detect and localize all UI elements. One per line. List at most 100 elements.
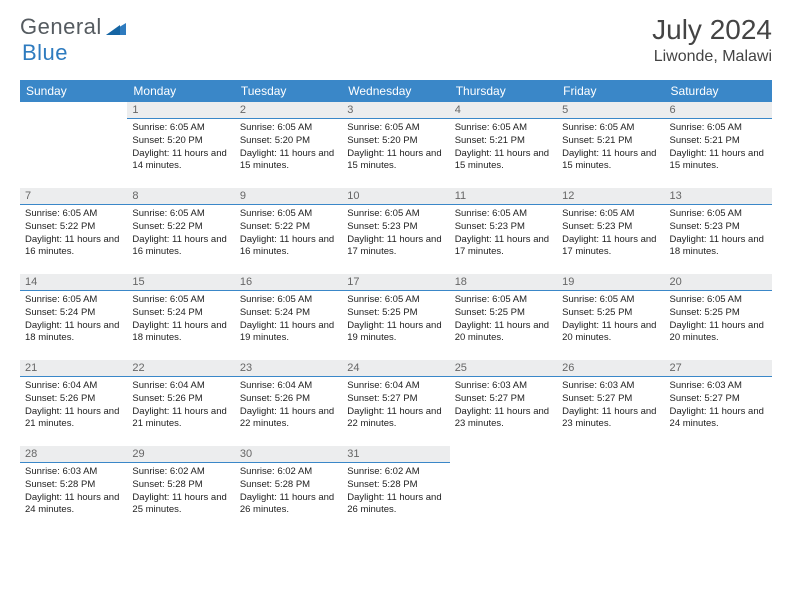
day-number: 7 [20, 188, 127, 205]
logo: General [20, 14, 128, 40]
calendar-cell: 9Sunrise: 6:05 AMSunset: 5:22 PMDaylight… [235, 188, 342, 274]
sunrise-line: Sunrise: 6:05 AM [240, 122, 312, 133]
day-number: 30 [235, 446, 342, 463]
sunrise-line: Sunrise: 6:05 AM [25, 294, 97, 305]
calendar-cell: 18Sunrise: 6:05 AMSunset: 5:25 PMDayligh… [450, 274, 557, 360]
calendar-cell [450, 446, 557, 532]
daylight-line: Daylight: 11 hours and 20 minutes. [455, 320, 549, 344]
sunrise-line: Sunrise: 6:03 AM [25, 466, 97, 477]
calendar-header-row: SundayMondayTuesdayWednesdayThursdayFrid… [20, 80, 772, 102]
day-header: Tuesday [235, 80, 342, 102]
calendar-cell: 11Sunrise: 6:05 AMSunset: 5:23 PMDayligh… [450, 188, 557, 274]
day-number: 13 [665, 188, 772, 205]
day-details: Sunrise: 6:02 AM Sunset: 5:28 PM Daylight:… [127, 463, 234, 520]
day-details: Sunrise: 6:03 AMSunset: 5:27 PMDaylight:… [665, 377, 772, 434]
daylight-line: Daylight: 11 hours and 23 minutes. [562, 406, 656, 430]
calendar-cell: 1Sunrise: 6:05 AMSunset: 5:20 PMDaylight… [127, 102, 234, 188]
sunset-line: Sunset: 5:23 PM [347, 221, 417, 232]
daylight-line: Daylight: 11 hours and 24 minutes. [25, 492, 119, 516]
day-number: 31 [342, 446, 449, 463]
sunrise-line: Sunrise: 6:05 AM [240, 294, 312, 305]
day-details: Sunrise: 6:05 AM Sunset: 5:24 PM Daylight:… [127, 291, 234, 348]
day-details: Sunrise: 6:05 AMSunset: 5:25 PMDaylight:… [342, 291, 449, 348]
sunset-line: Sunset: 5:27 PM [347, 393, 417, 404]
sunset-line: Sunset: 5:20 PM [240, 135, 310, 146]
day-number: 23 [235, 360, 342, 377]
sunrise-line: Sunrise: 6:05 AM [25, 208, 97, 219]
daylight-line: Daylight: 11 hours and 19 minutes. [240, 320, 334, 344]
daylight-line: Daylight: 11 hours and 20 minutes. [670, 320, 764, 344]
sunset-line: Sunset: 5:25 PM [455, 307, 525, 318]
sunset-line: Sunset: 5:23 PM [455, 221, 525, 232]
day-number: 19 [557, 274, 664, 291]
sunrise-line: Sunrise: 6:05 AM [455, 208, 527, 219]
sunset-line: Sunset: 5:26 PM [132, 393, 202, 404]
daylight-line: Daylight: 11 hours and 25 minutes. [132, 492, 226, 516]
calendar-cell: 15 Sunrise: 6:05 AM Sunset: 5:24 PM Dayligh… [127, 274, 234, 360]
calendar-cell: 19Sunrise: 6:05 AMSunset: 5:25 PMDayligh… [557, 274, 664, 360]
day-number: 9 [235, 188, 342, 205]
sunset-line: Sunset: 5:28 PM [347, 479, 417, 490]
day-details: Sunrise: 6:05 AMSunset: 5:20 PMDaylight:… [127, 119, 234, 176]
day-details: Sunrise: 6:03 AM Sunset: 5:28 PM Daylight:… [20, 463, 127, 520]
logo-triangle-icon [106, 19, 126, 35]
sunset-line: Sunset: 5:24 PM [25, 307, 95, 318]
calendar-cell: 31Sunrise: 6:02 AMSunset: 5:28 PMDayligh… [342, 446, 449, 532]
sunset-line: Sunset: 5:24 PM [132, 307, 202, 318]
day-number: 18 [450, 274, 557, 291]
daylight-line: Daylight: 11 hours and 23 minutes. [455, 406, 549, 430]
calendar-cell: 22Sunrise: 6:04 AMSunset: 5:26 PMDayligh… [127, 360, 234, 446]
calendar-cell: 16Sunrise: 6:05 AMSunset: 5:24 PMDayligh… [235, 274, 342, 360]
day-details: Sunrise: 6:05 AMSunset: 5:25 PMDaylight:… [450, 291, 557, 348]
daylight-line: Daylight: 11 hours and 18 minutes. [132, 320, 226, 344]
calendar-cell: 8Sunrise: 6:05 AMSunset: 5:22 PMDaylight… [127, 188, 234, 274]
calendar-cell: 4Sunrise: 6:05 AMSunset: 5:21 PMDaylight… [450, 102, 557, 188]
sunset-line: Sunset: 5:22 PM [132, 221, 202, 232]
sunset-line: Sunset: 5:22 PM [25, 221, 95, 232]
daylight-line: Daylight: 11 hours and 16 minutes. [132, 234, 226, 258]
day-number: 20 [665, 274, 772, 291]
sunset-line: Sunset: 5:28 PM [25, 479, 95, 490]
day-details: Sunrise: 6:05 AMSunset: 5:23 PMDaylight:… [665, 205, 772, 262]
calendar-body: 1Sunrise: 6:05 AMSunset: 5:20 PMDaylight… [20, 102, 772, 532]
sunrise-line: Sunrise: 6:03 AM [455, 380, 527, 391]
calendar-row: 14Sunrise: 6:05 AMSunset: 5:24 PMDayligh… [20, 274, 772, 360]
sunrise-line: Sunrise: 6:05 AM [347, 294, 419, 305]
day-details: Sunrise: 6:05 AMSunset: 5:20 PMDaylight:… [235, 119, 342, 176]
sunrise-line: Sunrise: 6:05 AM [670, 122, 742, 133]
sunrise-line: Sunrise: 6:05 AM [562, 122, 634, 133]
sunset-line: Sunset: 5:28 PM [132, 479, 202, 490]
day-details: Sunrise: 6:03 AMSunset: 5:27 PMDaylight:… [450, 377, 557, 434]
daylight-line: Daylight: 11 hours and 15 minutes. [670, 148, 764, 172]
sunrise-line: Sunrise: 6:02 AM [347, 466, 419, 477]
sunrise-line: Sunrise: 6:05 AM [347, 208, 419, 219]
daylight-line: Daylight: 11 hours and 19 minutes. [347, 320, 441, 344]
day-number: 15 [127, 274, 234, 291]
sunset-line: Sunset: 5:28 PM [240, 479, 310, 490]
day-number: 12 [557, 188, 664, 205]
sunset-line: Sunset: 5:25 PM [670, 307, 740, 318]
day-details: Sunrise: 6:05 AM Sunset: 5:22 PM Daylight:… [127, 205, 234, 262]
calendar-row: 7 Sunrise: 6:05 AM Sunset: 5:22 PM Daylight… [20, 188, 772, 274]
sunset-line: Sunset: 5:21 PM [455, 135, 525, 146]
sunset-line: Sunset: 5:26 PM [25, 393, 95, 404]
day-details: Sunrise: 6:04 AMSunset: 5:26 PMDaylight:… [20, 377, 127, 434]
calendar-cell: 26Sunrise: 6:03 AMSunset: 5:27 PMDayligh… [557, 360, 664, 446]
sunrise-line: Sunrise: 6:02 AM [132, 466, 204, 477]
calendar-cell: 29Sunrise: 6:02 AMSunset: 5:28 PMDayligh… [127, 446, 234, 532]
sunrise-line: Sunrise: 6:05 AM [132, 208, 204, 219]
calendar-cell: 7Sunrise: 6:05 AMSunset: 5:22 PMDaylight… [20, 188, 127, 274]
sunrise-line: Sunrise: 6:05 AM [670, 294, 742, 305]
day-details: Sunrise: 6:03 AMSunset: 5:27 PMDaylight:… [557, 377, 664, 434]
calendar-cell: 13Sunrise: 6:05 AMSunset: 5:23 PMDayligh… [665, 188, 772, 274]
sunrise-line: Sunrise: 6:05 AM [132, 294, 204, 305]
calendar-cell [557, 446, 664, 532]
day-number: 1 [127, 102, 234, 119]
day-number: 5 [557, 102, 664, 119]
calendar-table: SundayMondayTuesdayWednesdayThursdayFrid… [20, 80, 772, 532]
day-details: Sunrise: 6:05 AMSunset: 5:23 PMDaylight:… [342, 205, 449, 262]
day-number: 17 [342, 274, 449, 291]
daylight-line: Daylight: 11 hours and 15 minutes. [455, 148, 549, 172]
sunset-line: Sunset: 5:20 PM [132, 135, 202, 146]
sunset-line: Sunset: 5:25 PM [562, 307, 632, 318]
